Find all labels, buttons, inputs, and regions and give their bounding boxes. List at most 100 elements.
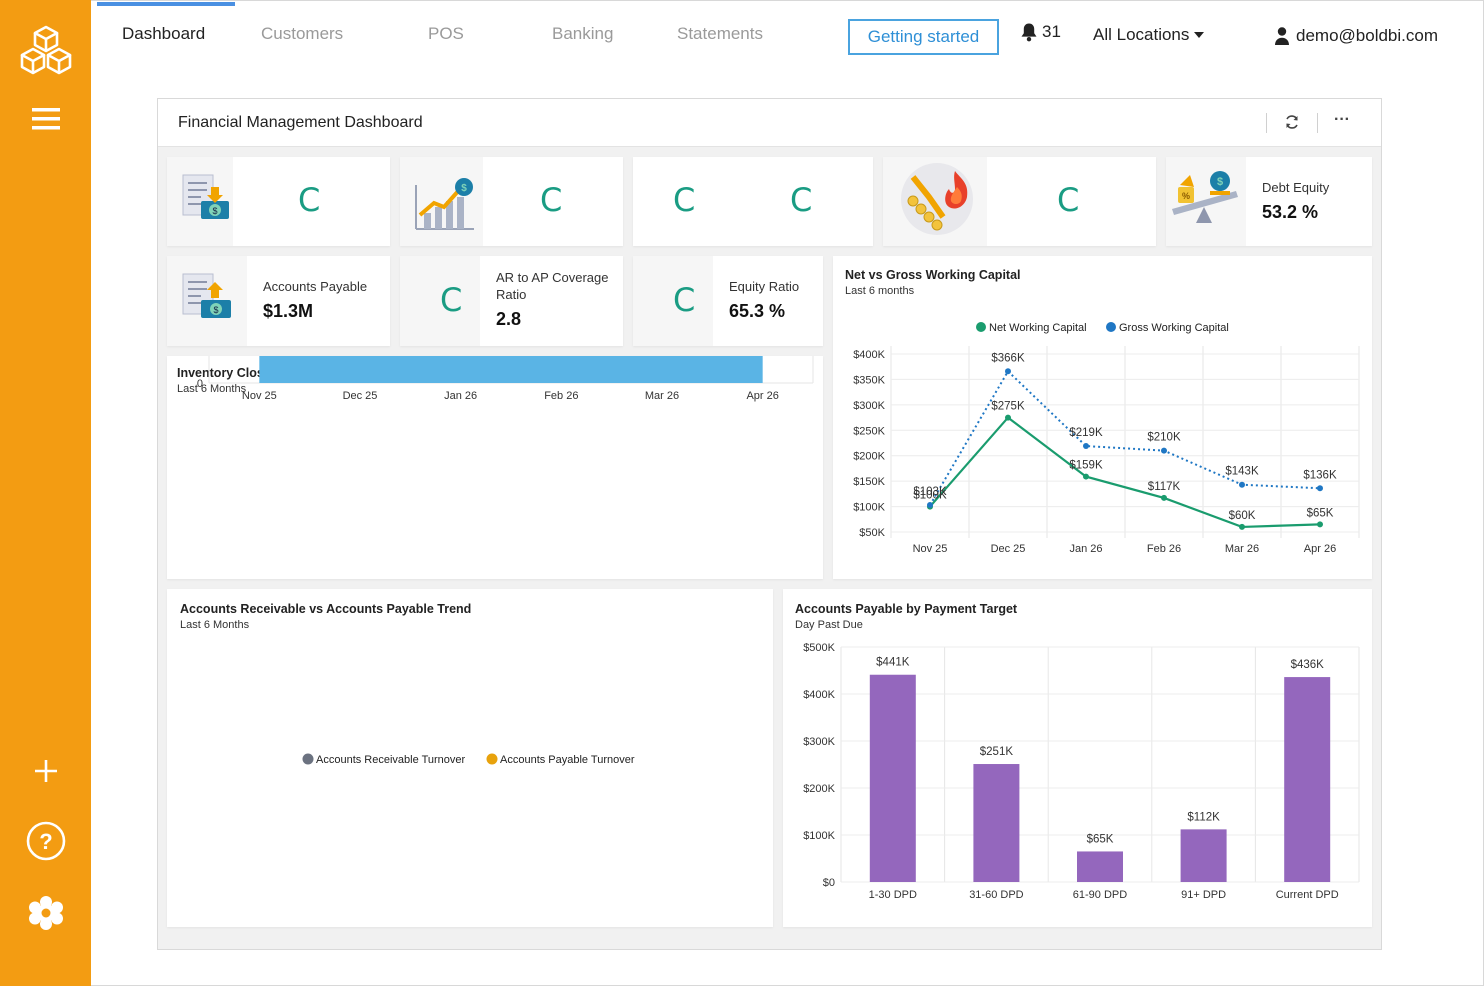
data-label: $210K: [1147, 432, 1181, 444]
kpi-value: 65.3 %: [729, 301, 786, 321]
locations-label: All Locations: [1093, 25, 1190, 44]
data-label: $65K: [1307, 507, 1334, 519]
legend-marker: [1106, 322, 1116, 332]
header-divider: [1266, 113, 1267, 133]
tab-pos[interactable]: POS: [428, 24, 464, 43]
x-tick-label: Feb 26: [544, 390, 578, 402]
chart-title: Accounts Payable by Payment Target: [795, 602, 1018, 616]
balance-scale-icon: % $: [1166, 157, 1246, 246]
add-icon[interactable]: [0, 752, 91, 790]
user-menu[interactable]: demo@boldbi.com: [1274, 26, 1438, 46]
series-line: [929, 369, 1321, 506]
y-tick-label: $200K: [853, 451, 885, 463]
kpi-card-accounts-payable: $ Accounts Payable $1.3M: [167, 256, 390, 346]
menu-icon[interactable]: [0, 100, 91, 138]
data-point: [1239, 481, 1245, 488]
ap-target-chart-card: Accounts Payable by Payment Target Day P…: [783, 589, 1372, 927]
svg-text:$: $: [213, 305, 218, 315]
x-tick-label: Nov 25: [242, 390, 277, 402]
kpi-card: C C: [633, 157, 873, 246]
data-label: $275K: [991, 401, 1025, 413]
kpi-card-ar-ap-coverage: C AR to AP Coverage Ratio 2.8: [400, 256, 623, 346]
data-point: [1005, 368, 1011, 375]
x-tick-label: Jan 26: [444, 390, 477, 402]
chart-subtitle: Last 6 months: [845, 285, 915, 297]
chart-subtitle: Last 6 Months: [180, 619, 250, 631]
notifications-button[interactable]: 31: [1020, 22, 1061, 42]
tab-dashboard[interactable]: Dashboard: [122, 24, 206, 43]
ap-target-chart: $0 $100K $200K $300K $400K $500K $441K 1-30 DPD…: [803, 642, 1360, 901]
data-point: [1317, 521, 1323, 528]
dashboard-header: Financial Management Dashboard ···: [158, 99, 1381, 147]
inventory-chart-card: Inventory Closing Balance Trend Last 6 M…: [167, 356, 823, 579]
data-point: [1083, 443, 1089, 450]
data-label: $159K: [1069, 460, 1103, 472]
y-tick-label: $150K: [853, 476, 885, 488]
loading-spinner-icon: C: [790, 181, 813, 219]
working-capital-chart-card: Net vs Gross Working Capital Last 6 mont…: [833, 256, 1372, 579]
refresh-icon[interactable]: [1283, 113, 1301, 136]
data-label: $65K: [1087, 833, 1114, 845]
tab-statements[interactable]: Statements: [677, 24, 763, 43]
chart-title: Net vs Gross Working Capital: [845, 268, 1021, 282]
loading-spinner-icon: C: [540, 181, 563, 219]
caret-down-icon: [1194, 32, 1205, 38]
kpi-image-placeholder: [633, 256, 713, 346]
chart-subtitle: Last 6 Months: [177, 383, 247, 395]
legend-label: Accounts Receivable Turnover: [316, 754, 466, 766]
x-tick-label: 1-30 DPD: [869, 889, 917, 901]
growth-chart-icon: $: [400, 157, 483, 246]
x-tick-label: Apr 26: [1304, 543, 1336, 555]
ar-ap-chart: $0K$2K$4K$6K$8K$10K$12K$14KAccounts Rece…: [302, 753, 635, 766]
x-tick-label: 91+ DPD: [1181, 889, 1226, 901]
svg-text:$: $: [212, 206, 217, 216]
x-tick-label: Nov 25: [913, 543, 948, 555]
data-label: $100K: [913, 490, 947, 502]
bar: [973, 764, 1020, 882]
locations-dropdown[interactable]: All Locations: [1093, 25, 1205, 45]
chart-subtitle: Day Past Due: [795, 619, 863, 631]
x-tick-label: Current DPD: [1276, 889, 1339, 901]
x-tick-label: Apr 26: [746, 390, 778, 402]
kpi-label: Accounts Payable: [263, 279, 368, 294]
series-line: [929, 416, 1321, 529]
data-label: $219K: [1069, 427, 1103, 439]
app-logo-icon[interactable]: [0, 22, 91, 82]
help-icon[interactable]: ?: [0, 818, 91, 864]
data-label: $60K: [1229, 510, 1256, 522]
dashboard-panel: Financial Management Dashboard ··· $ C: [157, 98, 1382, 950]
data-label: $436K: [1291, 659, 1325, 671]
kpi-value: 2.8: [496, 309, 522, 329]
invoice-money-icon: $: [167, 256, 247, 346]
getting-started-button[interactable]: Getting started: [848, 19, 999, 55]
y-tick-label: $350K: [853, 374, 885, 386]
x-tick-label: Dec 25: [343, 390, 378, 402]
data-label: $366K: [991, 352, 1025, 364]
header-divider: [1317, 113, 1318, 133]
y-tick-label: 0: [197, 378, 203, 390]
dashboard-title: Financial Management Dashboard: [178, 114, 423, 131]
kpi-label: Debt Equity: [1262, 180, 1330, 195]
x-tick-label: Feb 26: [1147, 543, 1181, 555]
legend-label: Gross Working Capital: [1119, 322, 1229, 334]
x-tick-label: Mar 26: [645, 390, 679, 402]
y-tick-label: $200K: [803, 783, 835, 795]
y-tick-label: $400K: [803, 689, 835, 701]
kpi-card: $ C: [400, 157, 623, 246]
kpi-value: 53.2 %: [1262, 202, 1319, 222]
bar: [1077, 851, 1123, 882]
tab-customers[interactable]: Customers: [261, 24, 344, 43]
y-tick-label: $300K: [853, 400, 885, 412]
settings-icon[interactable]: [0, 892, 91, 934]
loading-spinner-icon: C: [440, 281, 463, 319]
x-tick-label: 31-60 DPD: [969, 889, 1023, 901]
user-email: demo@boldbi.com: [1296, 26, 1438, 45]
legend-label: Net Working Capital: [989, 322, 1087, 334]
more-options-icon[interactable]: ···: [1334, 111, 1350, 128]
tab-banking[interactable]: Banking: [552, 24, 614, 43]
burning-money-icon: [883, 157, 987, 246]
loading-spinner-icon: C: [673, 281, 696, 319]
x-tick-label: Dec 25: [991, 543, 1026, 555]
x-tick-label: Mar 26: [1225, 543, 1259, 555]
bar: [1180, 829, 1227, 882]
